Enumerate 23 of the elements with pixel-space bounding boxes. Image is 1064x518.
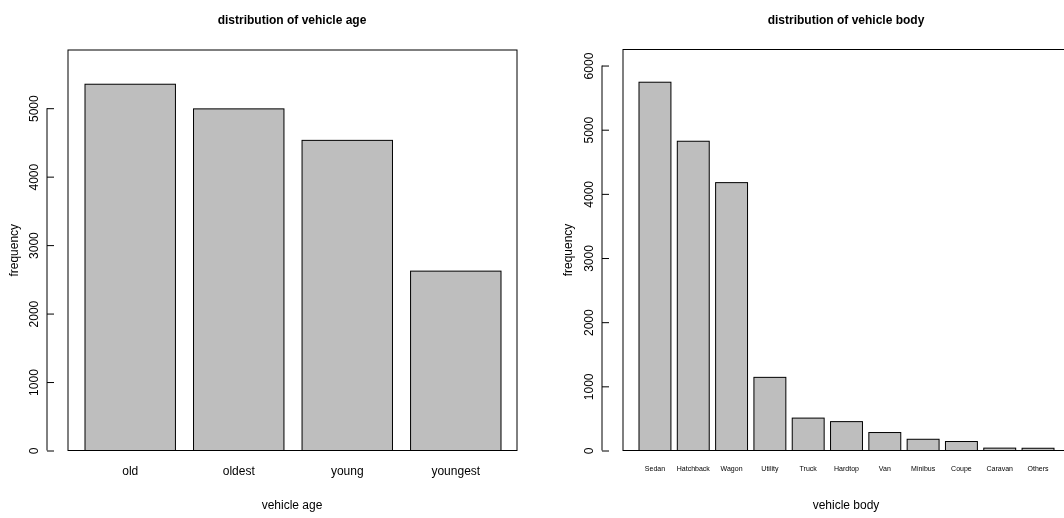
x-axis-title: vehicle age	[261, 498, 323, 512]
y-axis-title: frequency	[7, 223, 21, 277]
y-axis-title: frequency	[561, 223, 575, 277]
x-tick-label: old	[122, 464, 139, 479]
chart-title: distribution of vehicle body	[767, 13, 925, 27]
x-tick-label: youngest	[431, 464, 481, 479]
y-tick-label: 1000	[582, 373, 596, 401]
x-tick-label: young	[330, 464, 364, 479]
y-tick-label: 3000	[582, 244, 596, 272]
y-tick-label: 4000	[582, 180, 596, 208]
y-tick-label: 2000	[27, 300, 41, 328]
y-tick-label: 0	[582, 447, 596, 455]
y-tick-label: 6000	[582, 52, 596, 80]
y-tick-label: 0	[27, 447, 41, 455]
y-tick-label: 5000	[582, 116, 596, 144]
chart-title: distribution of vehicle age	[217, 13, 367, 27]
x-tick-label: oldest	[222, 464, 256, 479]
y-tick-label: 3000	[27, 231, 41, 259]
y-tick-label: 2000	[582, 309, 596, 337]
x-axis-title: vehicle body	[812, 498, 880, 512]
y-tick-label: 1000	[27, 368, 41, 396]
y-tick-label: 4000	[27, 163, 41, 191]
y-tick-label: 5000	[27, 95, 41, 123]
